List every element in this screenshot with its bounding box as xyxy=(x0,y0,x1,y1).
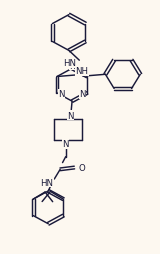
Text: HN: HN xyxy=(40,178,53,187)
Text: O: O xyxy=(78,163,85,172)
Text: N: N xyxy=(67,111,74,120)
Text: NH: NH xyxy=(76,67,88,76)
Text: N: N xyxy=(62,140,69,149)
Text: HN: HN xyxy=(63,59,76,68)
Text: N: N xyxy=(58,90,65,99)
Text: N: N xyxy=(80,90,86,99)
Text: N: N xyxy=(70,61,76,70)
